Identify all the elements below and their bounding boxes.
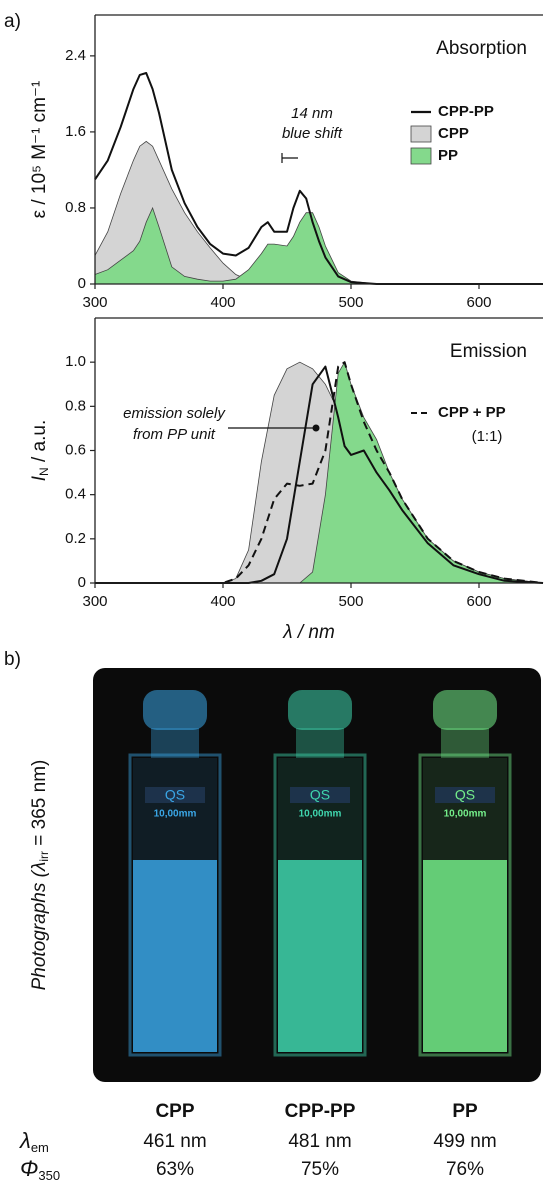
cuvette-neck xyxy=(151,728,199,758)
y-label-sub: N xyxy=(37,467,51,476)
y-axis-label: IN / a.u. xyxy=(29,420,51,481)
plot xyxy=(95,361,544,584)
y-tick-label: 1.0 xyxy=(65,353,86,370)
y-label-part: I xyxy=(29,475,50,481)
table-cell: 76% xyxy=(446,1159,484,1180)
row-label-sub: 350 xyxy=(38,1168,60,1183)
table-cell: 481 nm xyxy=(288,1131,351,1152)
table-cell: 63% xyxy=(156,1159,194,1180)
cuvette-wall xyxy=(418,753,512,1057)
y-tick-label: 0 xyxy=(78,574,86,591)
cuvette-wall xyxy=(273,753,367,1057)
arrow xyxy=(281,153,298,163)
column-header: CPP-PP xyxy=(285,1101,356,1122)
annotation: from PP unit xyxy=(133,426,216,443)
y-axis-label: ε / 10⁵ M⁻¹ cm⁻¹ xyxy=(29,81,50,219)
row-label-sub: em xyxy=(31,1140,49,1155)
legend-label: PP xyxy=(438,147,458,164)
x-tick-label: 500 xyxy=(338,294,363,311)
caption-part: λ xyxy=(29,862,50,872)
cuvette-sublabel: 10,00mm xyxy=(299,809,342,820)
qs-badge xyxy=(145,787,205,803)
legend-label: CPP xyxy=(438,125,469,142)
y-tick-label: 0 xyxy=(78,275,86,292)
x-tick-label: 400 xyxy=(210,294,235,311)
qs-badge xyxy=(435,787,495,803)
x-tick-label: 600 xyxy=(466,593,491,610)
panel-label: b) xyxy=(4,649,21,670)
y-tick-label: 2.4 xyxy=(65,47,86,64)
panel-label: a) xyxy=(4,11,21,32)
cuvette-upper xyxy=(278,758,362,860)
qs-badge xyxy=(290,787,350,803)
photo-caption: Photographs (λirr = 365 nm) xyxy=(29,760,51,991)
cuvette-upper xyxy=(423,758,507,860)
caption-sub: irr xyxy=(37,851,51,862)
cuvette-cap xyxy=(433,690,497,730)
x-tick-label: 500 xyxy=(338,593,363,610)
cuvette-upper xyxy=(133,758,217,860)
caption-part: = 365 nm) xyxy=(29,760,50,851)
cuvette-label: QS xyxy=(455,787,475,803)
table-cell: 75% xyxy=(301,1159,339,1180)
cuvette-label: QS xyxy=(310,787,330,803)
row-label-main: Φ xyxy=(20,1156,38,1181)
legend-swatch xyxy=(410,147,432,165)
cuvette-sublabel: 10,00mm xyxy=(444,809,487,820)
legend-label: CPP-PP xyxy=(438,103,494,120)
legend-note: (1:1) xyxy=(472,428,503,445)
row-label-main: λ xyxy=(19,1128,31,1153)
column-header: CPP xyxy=(155,1101,194,1122)
annotation: blue shift xyxy=(282,125,343,142)
y-label-part: / a.u. xyxy=(29,420,50,468)
y-tick-label: 0.8 xyxy=(65,397,86,414)
table-cell: 461 nm xyxy=(143,1131,206,1152)
y-tick-label: 0.4 xyxy=(65,486,86,503)
legend-label: CPP + PP xyxy=(438,404,506,421)
cuvette-label: QS xyxy=(165,787,185,803)
legend-swatch xyxy=(410,125,432,143)
line xyxy=(95,361,544,584)
y-tick-label: 0.2 xyxy=(65,530,86,547)
table-cell: 499 nm xyxy=(433,1131,496,1152)
cuvette-cap xyxy=(288,690,352,730)
y-tick-label: 0.8 xyxy=(65,199,86,216)
chart-title: Absorption xyxy=(436,38,527,59)
x-tick-label: 600 xyxy=(466,294,491,311)
cuvette-liquid xyxy=(278,860,362,1052)
cuvette-wall xyxy=(128,753,222,1057)
cuvette-liquid xyxy=(133,860,217,1052)
cuvette-neck xyxy=(441,728,489,758)
row-label: λem xyxy=(19,1128,49,1156)
cuvette-liquid xyxy=(423,860,507,1052)
x-tick-label: 300 xyxy=(82,294,107,311)
cuvette-sublabel: 10,00mm xyxy=(154,809,197,820)
x-tick-label: 400 xyxy=(210,593,235,610)
x-tick-label: 300 xyxy=(82,593,107,610)
column-header: PP xyxy=(452,1101,478,1122)
y-tick-label: 0.6 xyxy=(65,441,86,458)
cuvette-cap xyxy=(143,690,207,730)
annotation: 14 nm xyxy=(291,105,333,122)
chart-title: Emission xyxy=(450,341,527,362)
cuvette-neck xyxy=(296,728,344,758)
x-axis-label: λ / nm xyxy=(282,622,335,643)
line xyxy=(95,365,544,584)
annotation: emission solely xyxy=(123,405,226,422)
caption-part: Photographs ( xyxy=(29,869,50,990)
leader-dot xyxy=(312,424,320,432)
row-label: Φ350 xyxy=(20,1156,60,1184)
y-tick-label: 1.6 xyxy=(65,123,86,140)
line xyxy=(94,72,543,285)
